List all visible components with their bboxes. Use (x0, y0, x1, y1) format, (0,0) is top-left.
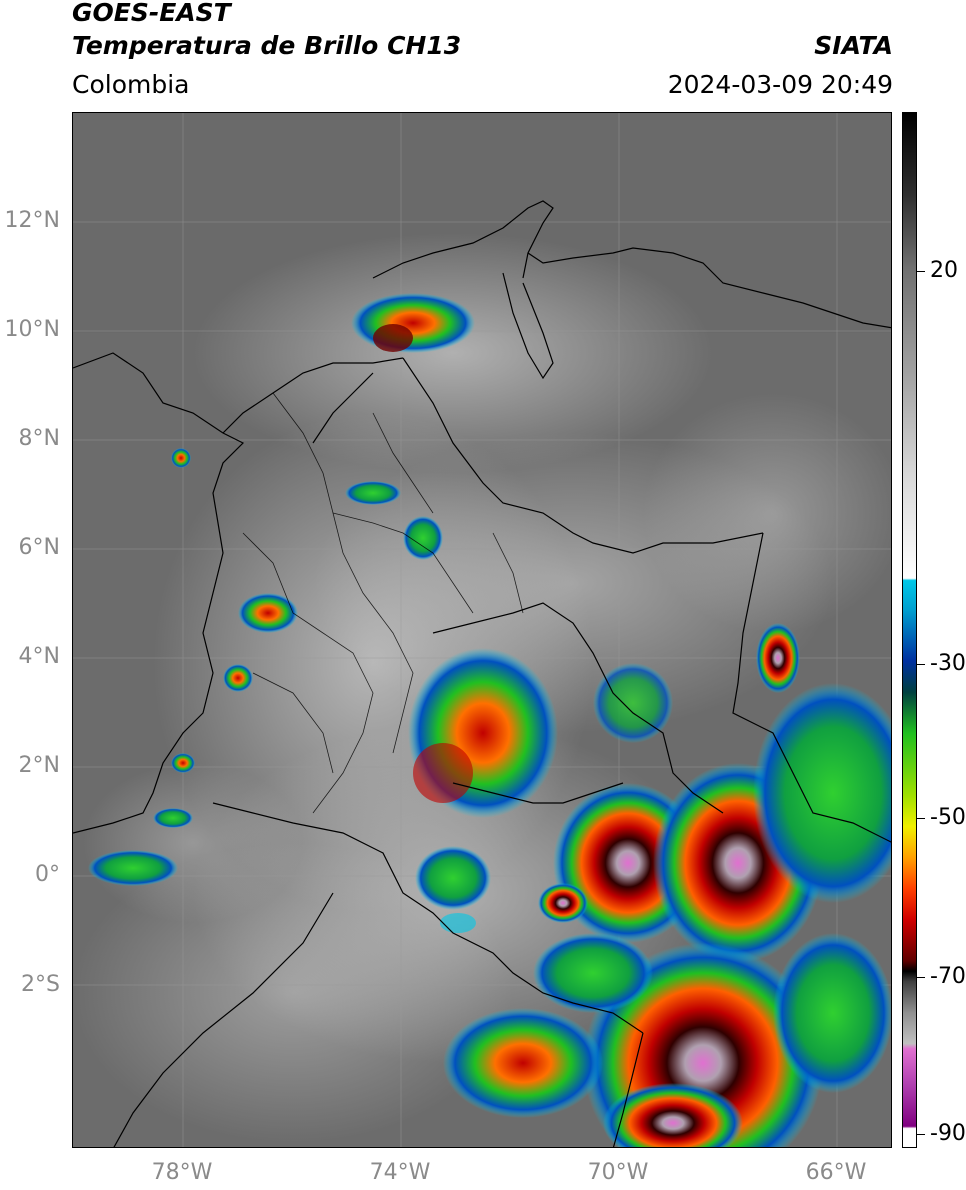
organization-label: SIATA (814, 31, 893, 60)
lon-label-66w: 66°W (805, 1160, 867, 1185)
colorbar-label-minus70: -70 (930, 964, 966, 989)
colorbar-tick (917, 664, 925, 665)
product-title: Temperatura de Brillo CH13 (72, 31, 462, 60)
lat-label-2s: 2°S (21, 972, 60, 997)
colorbar-label-minus30: -30 (930, 651, 966, 676)
colorbar-tick (917, 818, 925, 819)
lat-label-4n: 4°N (18, 644, 60, 669)
colorbar-label-minus90: -90 (930, 1121, 966, 1146)
lon-label-70w: 70°W (587, 1160, 649, 1185)
region-label: Colombia (72, 70, 190, 99)
lat-label-10n: 10°N (4, 317, 60, 342)
colorbar-tick (917, 271, 925, 272)
lat-label-12n: 12°N (4, 208, 60, 233)
lat-label-6n: 6°N (18, 535, 60, 560)
lon-label-78w: 78°W (151, 1160, 213, 1185)
colorbar-tick (917, 977, 925, 978)
satellite-map[interactable] (72, 112, 892, 1148)
lat-label-8n: 8°N (18, 426, 60, 451)
lat-label-0: 0° (35, 862, 60, 887)
satellite-title: GOES-EAST (72, 0, 231, 27)
datetime-label: 2024-03-09 20:49 (667, 70, 893, 99)
lat-label-2n: 2°N (18, 753, 60, 778)
colorbar-tick (917, 1134, 925, 1135)
colorbar-label-minus50: -50 (930, 805, 966, 830)
temperature-colorbar (902, 112, 917, 1148)
lon-label-74w: 74°W (369, 1160, 431, 1185)
colorbar-label-20: 20 (930, 258, 958, 283)
